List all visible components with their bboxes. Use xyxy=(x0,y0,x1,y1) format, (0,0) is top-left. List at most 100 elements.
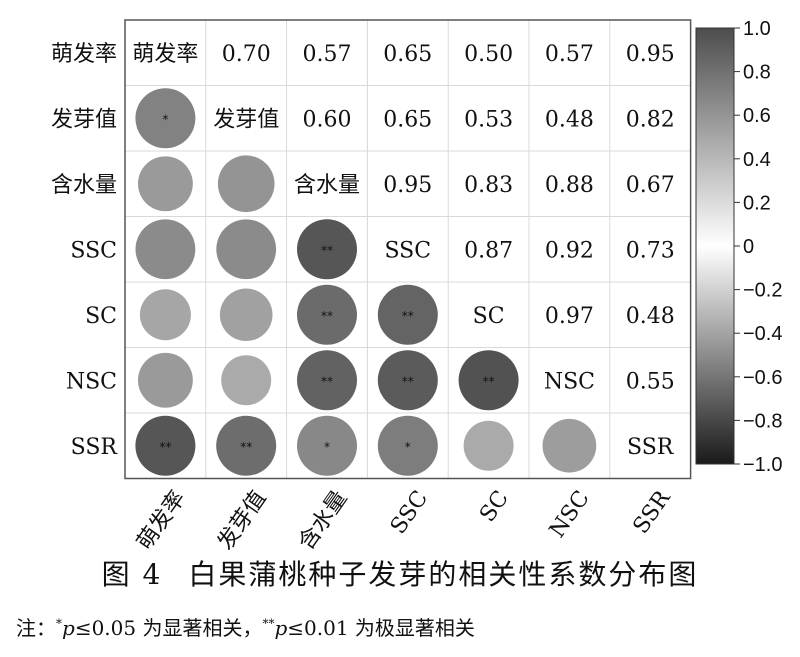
colorbar: 1.0 0.8 0.6 0.4 0.2 0 −0.2 −0.4 −0.6 −0.8 −1.0 xyxy=(695,18,782,476)
y-axis-label: SSC xyxy=(70,238,117,263)
colorbar-tick-label: −0.6 xyxy=(743,367,782,389)
correlation-circle xyxy=(216,415,277,476)
coefficient-value: 0.57 xyxy=(545,42,594,67)
colorbar-tick-label: −1.0 xyxy=(743,454,782,476)
coefficient-value: 0.83 xyxy=(464,173,513,198)
colorbar-tick-label: −0.4 xyxy=(743,323,782,345)
significance-mark: ** xyxy=(402,374,414,388)
diagonal-label: SC xyxy=(473,304,505,329)
correlation-circle xyxy=(297,219,357,280)
correlation-circle xyxy=(137,352,193,408)
coefficient-value: 0.88 xyxy=(545,173,594,198)
y-axis-label: 萌发率 xyxy=(51,42,117,67)
x-axis-label: 萌发率 xyxy=(132,486,190,550)
coefficient-value: 0.73 xyxy=(626,238,675,263)
coefficient-value: 0.50 xyxy=(464,42,513,67)
correlation-circle xyxy=(297,415,357,476)
y-axis-label: NSC xyxy=(66,369,117,394)
diagonal-label: SSC xyxy=(385,238,432,263)
figure-title: 白果蒲桃种子发芽的相关性系数分布图 xyxy=(188,558,699,591)
coefficient-value: 0.57 xyxy=(303,42,352,67)
x-axis-label: SSC xyxy=(386,486,433,539)
correlation-circle xyxy=(217,155,275,213)
correlation-circle xyxy=(297,284,357,345)
diagonal-label: 发芽值 xyxy=(213,107,279,132)
coefficient-value: 0.95 xyxy=(626,42,675,67)
significance-mark: * xyxy=(324,440,330,454)
diagonal-label: SSR xyxy=(627,435,675,460)
correlation-circle xyxy=(463,420,514,471)
note-prefix: 注： xyxy=(16,616,56,640)
significance-note: 注：*p≤0.05 为显著相关，**p≤0.01 为极显著相关 xyxy=(16,612,475,641)
significance-mark: ** xyxy=(321,374,333,388)
note-p-1: p xyxy=(62,616,75,640)
significance-mark: * xyxy=(162,112,168,126)
matrix-cells: 萌发率 0.70 0.57 0.65 0.50 0.57 0.95 * 发芽值 0.60 0.65 0… xyxy=(132,42,675,476)
significance-mark: * xyxy=(405,440,411,454)
correlation-circle xyxy=(221,355,272,406)
significance-mark: ** xyxy=(321,243,333,257)
correlation-circle xyxy=(458,350,519,411)
y-axis-label: 含水量 xyxy=(51,173,117,198)
colorbar-tick-label: −0.8 xyxy=(743,410,782,432)
significance-mark: ** xyxy=(159,440,171,454)
colorbar-tick-label: 0 xyxy=(743,236,754,258)
x-axis-label: 含水量 xyxy=(294,486,352,550)
matrix-grid xyxy=(124,19,692,480)
correlation-circle xyxy=(377,284,438,345)
coefficient-value: 0.82 xyxy=(626,107,675,132)
colorbar-tick-label: −0.2 xyxy=(743,280,782,302)
significance-mark: ** xyxy=(240,440,252,454)
correlation-circle xyxy=(377,350,438,411)
significance-mark: ** xyxy=(402,309,414,323)
colorbar-tick-label: 0.8 xyxy=(743,62,771,84)
coefficient-value: 0.92 xyxy=(545,238,594,263)
correlation-circle xyxy=(137,156,193,212)
figure-number: 图 4 xyxy=(101,558,163,591)
coefficient-value: 0.95 xyxy=(383,173,432,198)
correlation-chart: 萌发率 0.70 0.57 0.65 0.50 0.57 0.95* 发芽值 0.60 0.65 0… xyxy=(51,18,783,550)
colorbar-tick-label: 0.4 xyxy=(743,149,771,171)
significance-mark: ** xyxy=(321,309,333,323)
correlation-circle xyxy=(542,418,597,473)
coefficient-value: 0.55 xyxy=(626,369,675,394)
note-mark-2: ** xyxy=(262,616,275,631)
correlation-circle xyxy=(377,415,438,476)
y-axis-label: SC xyxy=(85,304,117,329)
colorbar-tick-label: 0.2 xyxy=(743,192,771,214)
colorbar-tick-label: 0.6 xyxy=(743,105,771,127)
coefficient-value: 0.60 xyxy=(303,107,352,132)
correlation-circle xyxy=(135,415,196,476)
correlation-circle xyxy=(219,288,273,342)
correlation-circle xyxy=(216,219,277,280)
x-axis-label: 发芽值 xyxy=(213,486,271,550)
correlation-circle xyxy=(297,350,357,411)
diagonal-label: NSC xyxy=(544,369,595,394)
matrix-border xyxy=(124,19,692,480)
coefficient-value: 0.65 xyxy=(383,42,432,67)
coefficient-value: 0.97 xyxy=(545,304,594,329)
correlation-circle xyxy=(135,88,196,149)
coefficient-value: 0.48 xyxy=(626,304,675,329)
coefficient-value: 0.65 xyxy=(383,107,432,132)
correlation-circle xyxy=(139,289,191,341)
figure-caption: 图 4 白果蒲桃种子发芽的相关性系数分布图 xyxy=(0,553,800,593)
x-axis-label: SSR xyxy=(629,485,677,538)
significance-mark: ** xyxy=(483,374,495,388)
note-mark-1: * xyxy=(56,616,62,631)
coefficient-value: 0.87 xyxy=(464,238,513,263)
x-axis-labels: 萌发率 发芽值 含水量 SSC SC NSC SSR xyxy=(132,485,676,550)
correlation-circle xyxy=(135,219,196,280)
diagonal-label: 萌发率 xyxy=(132,42,198,67)
coefficient-value: 0.48 xyxy=(545,107,594,132)
note-text-2: ≤0.01 为极显著相关 xyxy=(287,616,475,640)
y-axis-label: 发芽值 xyxy=(51,107,117,132)
note-p-2: p xyxy=(274,616,288,640)
coefficient-value: 0.53 xyxy=(464,107,513,132)
x-axis-label: SC xyxy=(475,486,514,526)
y-axis-label: SSR xyxy=(71,435,119,460)
note-text-1: ≤0.05 为显著相关， xyxy=(74,616,263,640)
coefficient-value: 0.67 xyxy=(626,173,675,198)
x-axis-label: NSC xyxy=(545,486,595,542)
